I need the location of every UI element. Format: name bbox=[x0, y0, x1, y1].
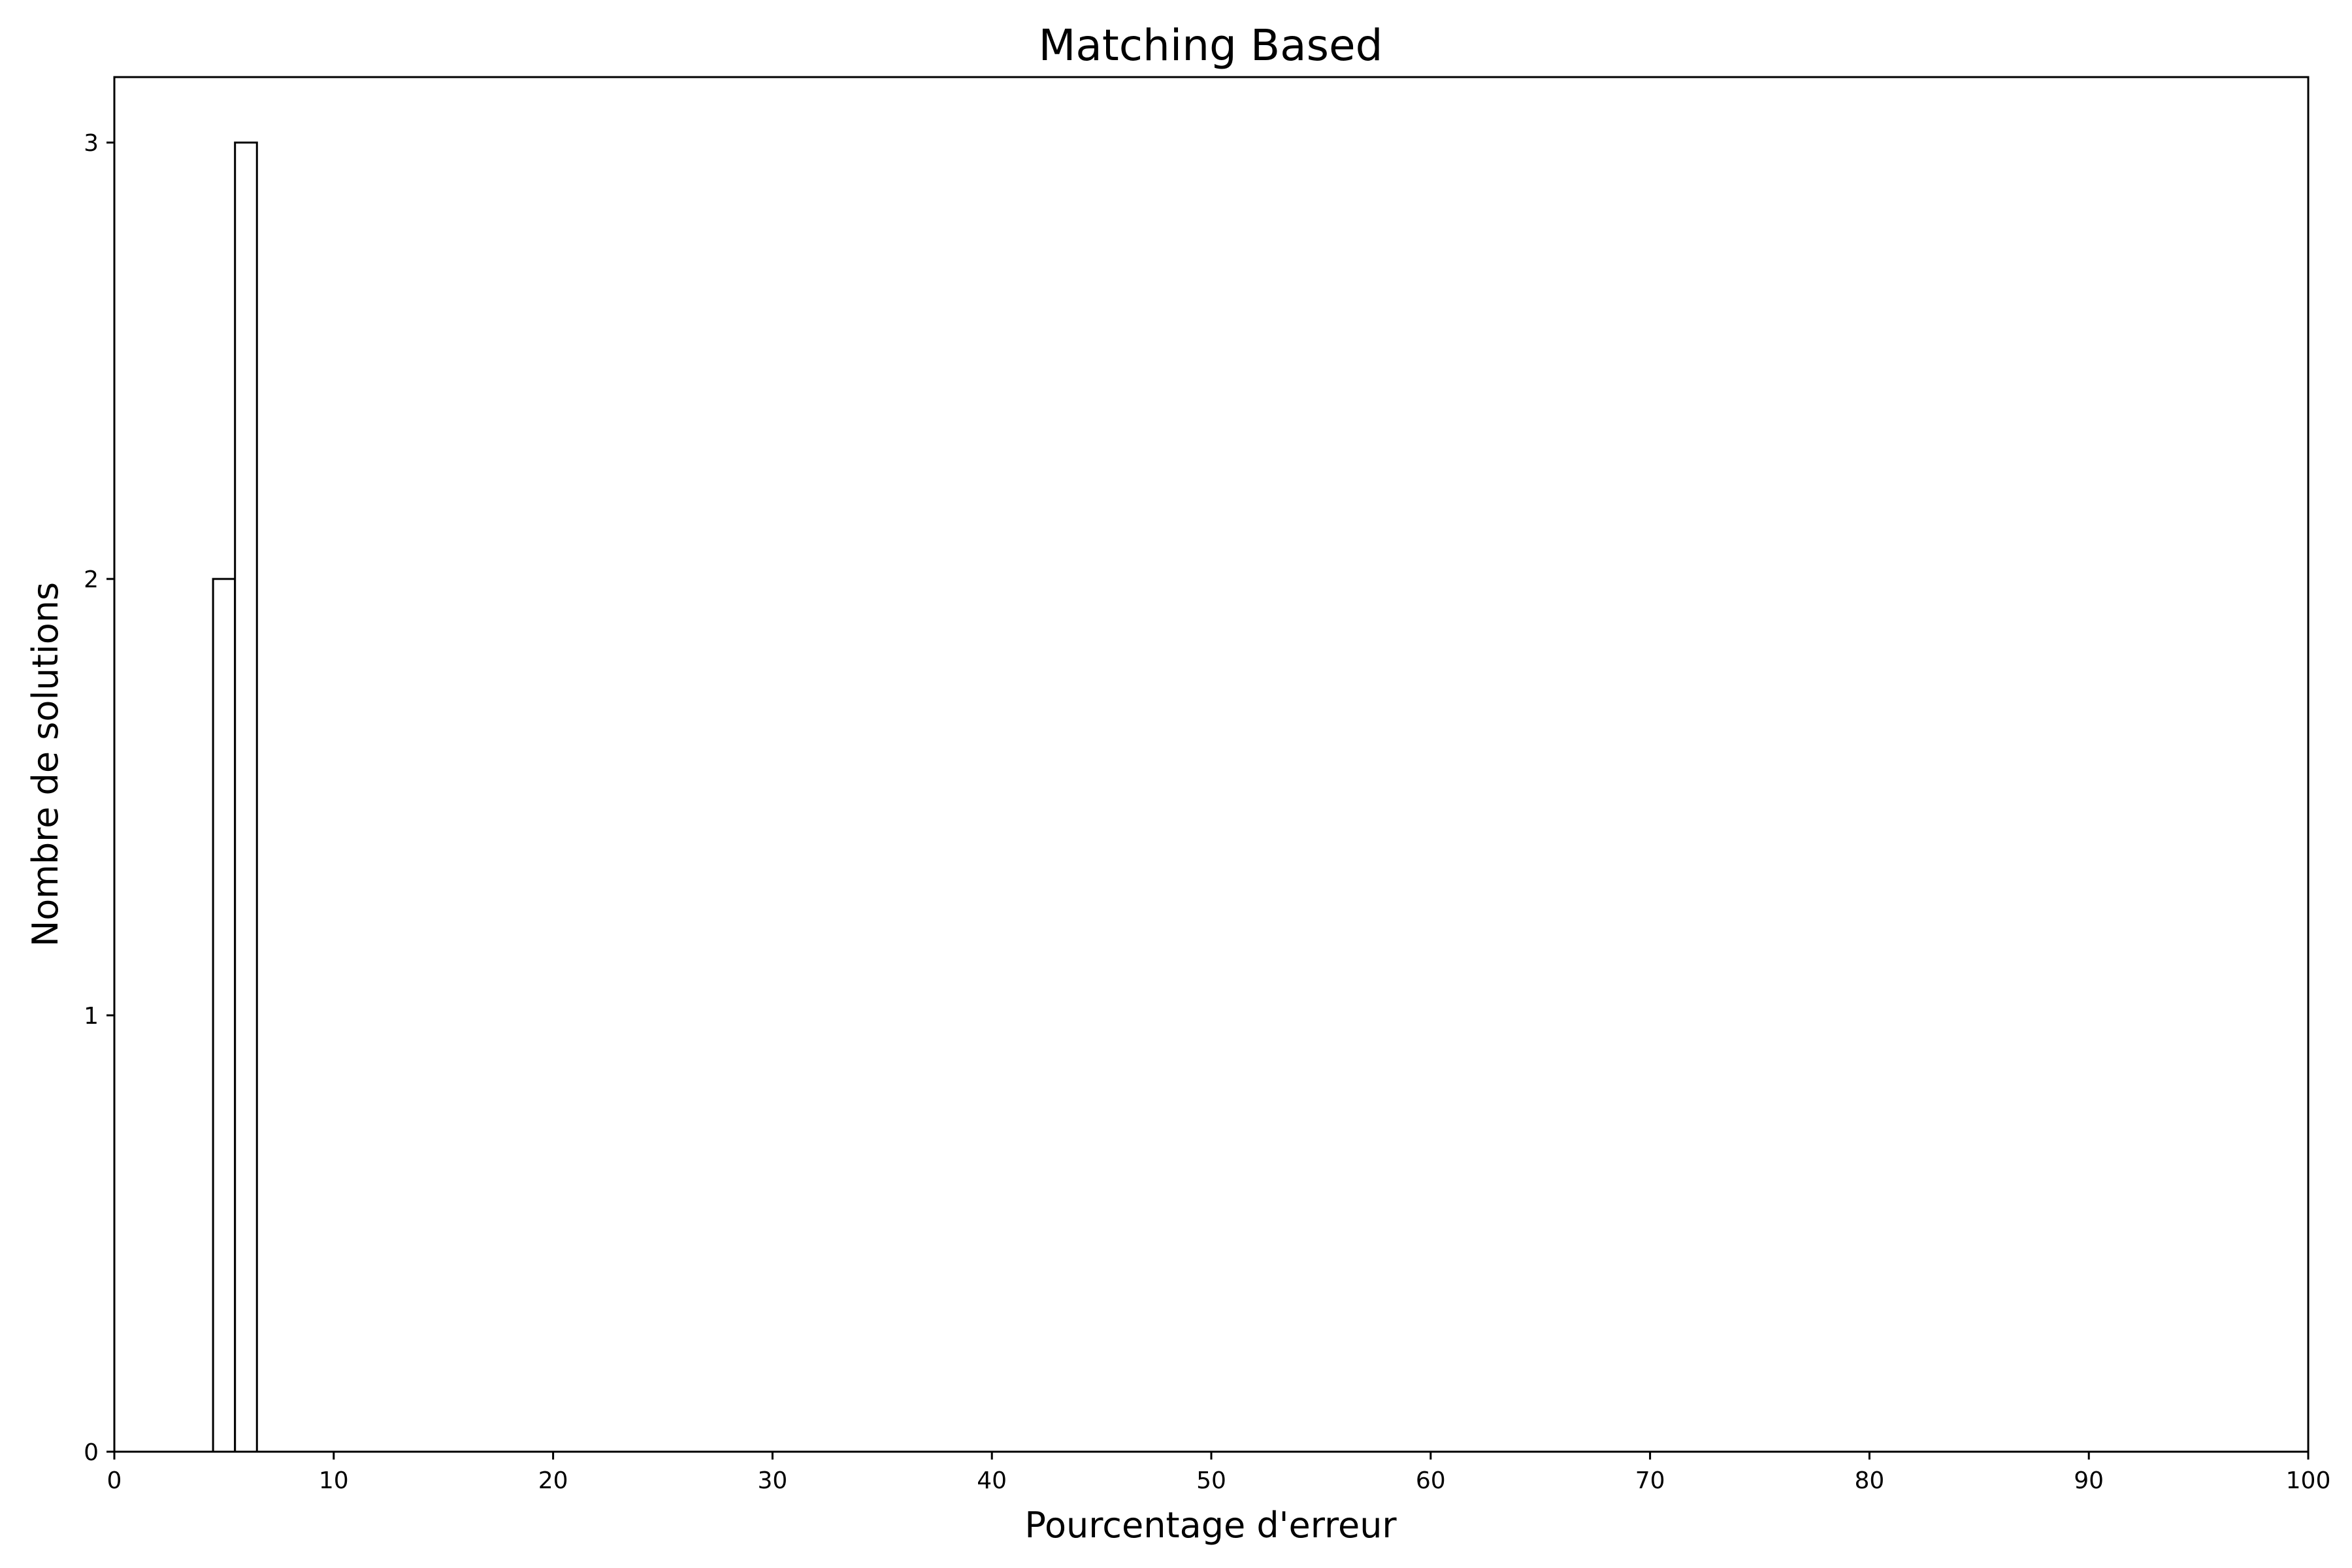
y-tick-label: 1 bbox=[84, 1003, 99, 1030]
x-tick-label: 70 bbox=[1635, 1467, 1665, 1494]
y-tick-label: 2 bbox=[84, 566, 99, 593]
x-tick-label: 30 bbox=[757, 1467, 787, 1494]
chart-title: Matching Based bbox=[1038, 20, 1382, 71]
y-tick-label: 3 bbox=[84, 130, 99, 157]
x-tick-label: 0 bbox=[107, 1467, 122, 1494]
x-tick-label: 10 bbox=[319, 1467, 349, 1494]
bars-group bbox=[212, 141, 258, 1453]
plot-area-frame bbox=[113, 76, 2310, 1453]
y-tick-label: 0 bbox=[84, 1439, 99, 1466]
x-axis-ticks: 0 10 20 30 40 50 60 70 80 90 100 bbox=[107, 1452, 2331, 1494]
x-tick-label: 20 bbox=[538, 1467, 568, 1494]
histogram-bar-0 bbox=[212, 578, 237, 1453]
x-tick-label: 90 bbox=[2074, 1467, 2104, 1494]
x-tick-label: 100 bbox=[2286, 1467, 2331, 1494]
x-tick-label: 50 bbox=[1196, 1467, 1226, 1494]
histogram-bar-1 bbox=[234, 141, 258, 1453]
y-axis-ticks: 0 1 2 3 bbox=[84, 130, 114, 1466]
x-tick-label: 40 bbox=[977, 1467, 1007, 1494]
y-axis-title: Nombre de solutions bbox=[25, 582, 66, 947]
x-axis-title: Pourcentage d'erreur bbox=[1024, 1505, 1397, 1546]
x-tick-label: 80 bbox=[1854, 1467, 1884, 1494]
x-tick-label: 60 bbox=[1416, 1467, 1446, 1494]
